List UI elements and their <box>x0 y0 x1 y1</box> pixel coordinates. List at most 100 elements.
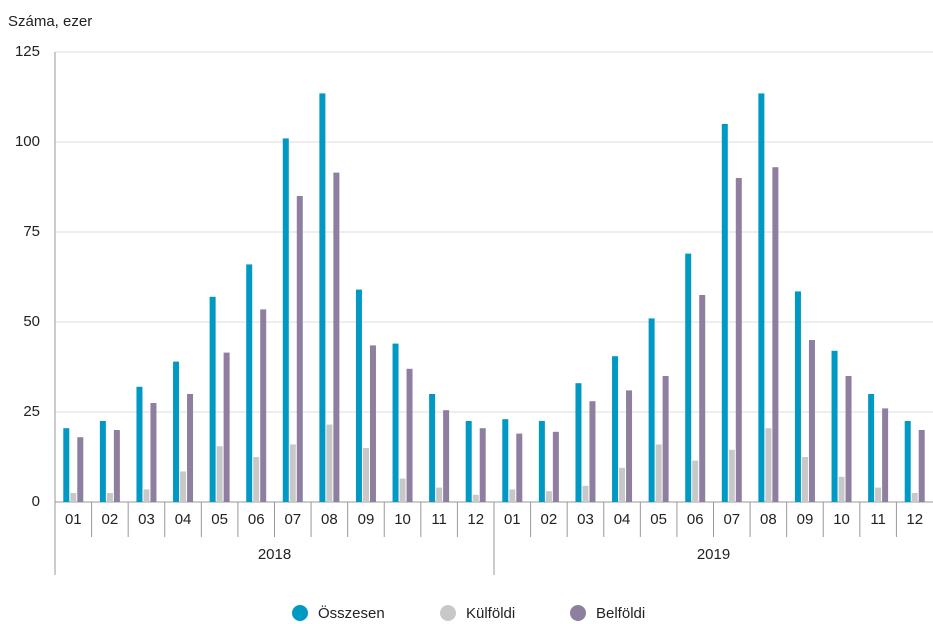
bar <box>662 376 669 502</box>
bar <box>63 428 70 502</box>
x-tick-label: 05 <box>211 511 228 528</box>
bar <box>289 444 296 502</box>
bar <box>772 167 779 502</box>
bar <box>502 419 509 502</box>
bar <box>216 446 223 502</box>
x-tick-label: 01 <box>504 511 521 528</box>
bar <box>831 350 838 502</box>
legend-label: Külföldi <box>466 605 515 622</box>
bar <box>319 93 326 503</box>
bar <box>70 493 77 502</box>
x-tick-label: 04 <box>614 511 631 528</box>
bar <box>626 390 633 502</box>
bar <box>612 356 619 502</box>
bar <box>794 291 801 502</box>
bar <box>253 457 260 502</box>
bar <box>538 421 545 502</box>
bar <box>552 431 559 502</box>
x-tick-label: 08 <box>760 511 777 528</box>
bar <box>429 394 436 502</box>
x-tick-label: 07 <box>284 511 301 528</box>
bar <box>516 433 523 502</box>
bar <box>369 345 376 502</box>
bar <box>209 296 216 502</box>
bar <box>77 437 84 502</box>
bar <box>721 124 728 502</box>
x-tick-label: 10 <box>833 511 850 528</box>
bar <box>911 493 918 502</box>
y-tick-label: 100 <box>15 133 40 150</box>
bar <box>246 264 253 502</box>
bar <box>113 430 120 502</box>
x-tick-label: 05 <box>650 511 667 528</box>
bar <box>106 493 113 502</box>
bar <box>575 383 582 502</box>
bar <box>918 430 925 502</box>
bar <box>619 467 626 502</box>
bar <box>392 343 399 502</box>
bar <box>882 408 889 502</box>
x-tick-label: 01 <box>65 511 82 528</box>
bar <box>845 376 852 502</box>
bar <box>150 403 157 502</box>
bar <box>699 295 706 502</box>
bar <box>808 340 815 502</box>
bar <box>728 449 735 502</box>
bar <box>187 394 194 502</box>
x-tick-label: 08 <box>321 511 338 528</box>
bar <box>875 487 882 502</box>
x-tick-label: 02 <box>102 511 119 528</box>
bar <box>655 444 662 502</box>
x-tick-label: 02 <box>541 511 558 528</box>
x-tick-label: 09 <box>358 511 375 528</box>
bar <box>685 253 692 502</box>
x-tick-label: 11 <box>431 511 447 528</box>
bar <box>399 478 406 502</box>
y-tick-label: 25 <box>23 403 40 420</box>
bar <box>479 428 486 502</box>
bar <box>838 476 845 502</box>
bar <box>582 485 589 502</box>
year-label: 2019 <box>697 546 730 563</box>
bar <box>180 471 187 502</box>
bar <box>143 489 150 502</box>
bar <box>136 386 143 502</box>
x-tick-label: 10 <box>394 511 411 528</box>
bar <box>648 318 655 502</box>
bar <box>758 93 765 503</box>
bar <box>692 460 699 502</box>
year-label: 2018 <box>258 546 291 563</box>
x-tick-label: 07 <box>723 511 740 528</box>
bar <box>296 196 303 502</box>
x-tick-label: 11 <box>870 511 886 528</box>
bar <box>333 172 340 502</box>
bar <box>260 309 267 502</box>
y-tick-label: 50 <box>23 313 40 330</box>
x-tick-label: 06 <box>687 511 704 528</box>
bar <box>443 410 450 502</box>
y-tick-label: 75 <box>23 223 40 240</box>
x-tick-label: 03 <box>577 511 594 528</box>
bar <box>509 489 516 502</box>
legend-label: Összesen <box>318 604 385 622</box>
x-tick-label: 06 <box>248 511 265 528</box>
bar <box>406 368 413 502</box>
x-tick-label: 09 <box>797 511 814 528</box>
bar <box>465 421 472 502</box>
x-tick-label: 12 <box>906 511 923 528</box>
y-axis-label: Száma, ezer <box>8 13 92 30</box>
bar <box>545 491 552 502</box>
legend-label: Belföldi <box>596 605 645 622</box>
bar <box>436 487 443 502</box>
legend-marker <box>570 605 586 621</box>
bar <box>735 178 742 502</box>
bar <box>589 401 596 502</box>
bar <box>801 457 808 502</box>
bar <box>362 448 369 502</box>
bar <box>99 421 106 502</box>
bar <box>282 138 289 502</box>
y-tick-label: 0 <box>32 493 40 510</box>
legend-marker <box>440 605 456 621</box>
x-tick-label: 04 <box>175 511 192 528</box>
